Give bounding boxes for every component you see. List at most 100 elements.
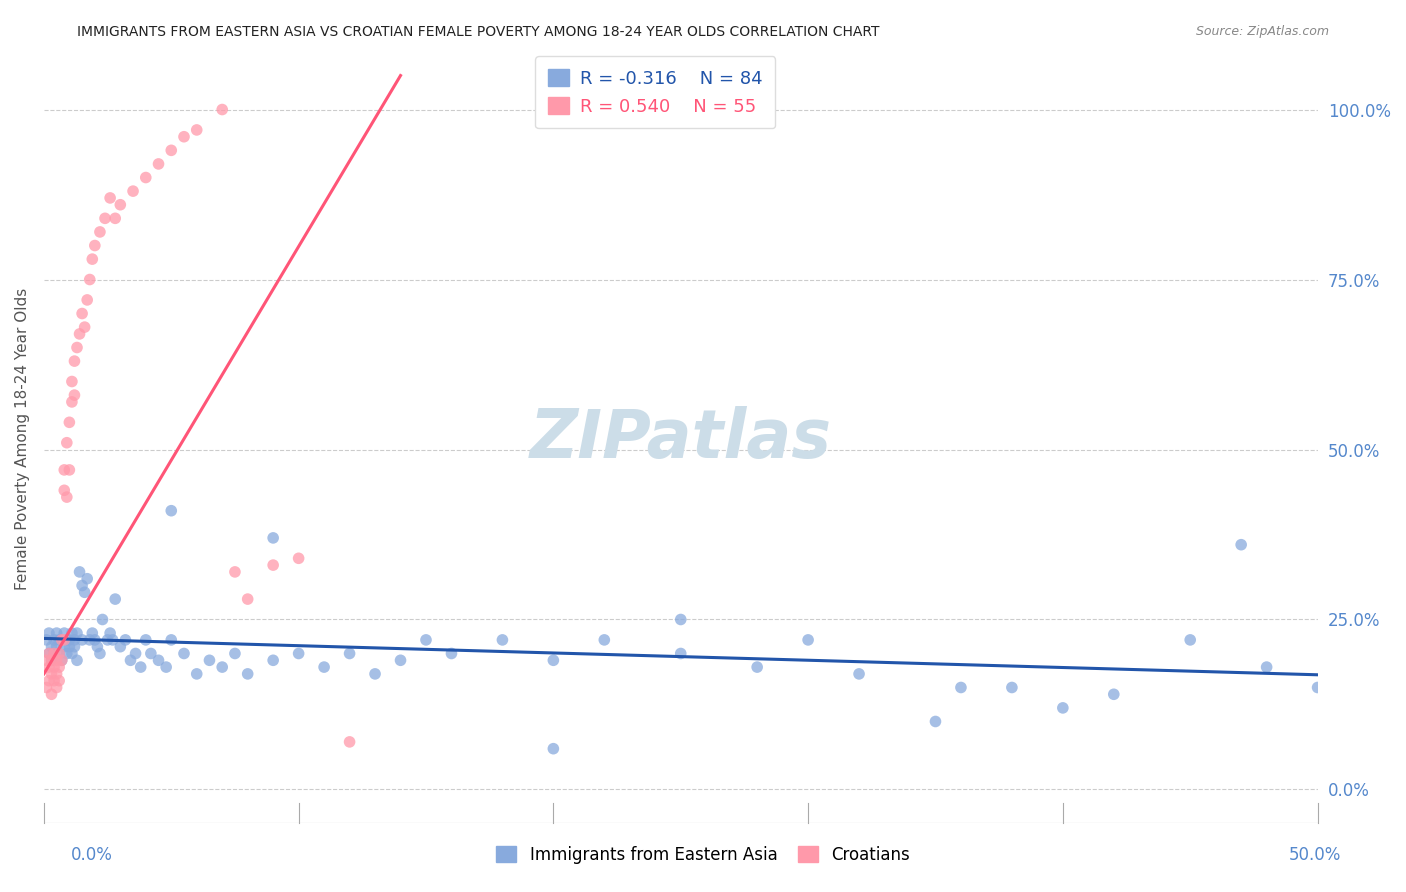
Croatians [58,415,80,429]
Immigrants from Eastern Asia [98,626,121,640]
Immigrants from Eastern Asia [1001,681,1024,695]
Immigrants from Eastern Asia [53,626,76,640]
Croatians [82,252,104,266]
Immigrants from Eastern Asia [83,632,105,647]
Immigrants from Eastern Asia [42,632,65,647]
Croatians [48,660,70,674]
Immigrants from Eastern Asia [60,647,83,661]
Immigrants from Eastern Asia [186,666,208,681]
Croatians [42,673,65,688]
Immigrants from Eastern Asia [56,632,79,647]
Croatians [104,211,127,226]
Immigrants from Eastern Asia [669,613,692,627]
Immigrants from Eastern Asia [73,585,96,599]
Immigrants from Eastern Asia [797,632,820,647]
Croatians [186,123,208,137]
Croatians [110,198,132,212]
Immigrants from Eastern Asia [48,632,70,647]
Croatians [41,653,63,667]
Croatians [58,463,80,477]
Immigrants from Eastern Asia [63,640,86,654]
Croatians [83,238,105,252]
Croatians [41,687,63,701]
Immigrants from Eastern Asia [669,647,692,661]
Croatians [63,388,86,402]
Text: IMMIGRANTS FROM EASTERN ASIA VS CROATIAN FEMALE POVERTY AMONG 18-24 YEAR OLDS CO: IMMIGRANTS FROM EASTERN ASIA VS CROATIAN… [77,25,880,39]
Croatians [53,463,76,477]
Text: 50.0%: 50.0% [1288,846,1341,863]
Y-axis label: Female Poverty Among 18-24 Year Olds: Female Poverty Among 18-24 Year Olds [15,288,30,591]
Immigrants from Eastern Asia [45,640,67,654]
Immigrants from Eastern Asia [198,653,221,667]
Croatians [236,592,259,607]
Immigrants from Eastern Asia [66,626,89,640]
Immigrants from Eastern Asia [82,626,104,640]
Immigrants from Eastern Asia [60,626,83,640]
Croatians [53,632,76,647]
Croatians [63,354,86,368]
Immigrants from Eastern Asia [155,660,177,674]
Immigrants from Eastern Asia [35,632,58,647]
Immigrants from Eastern Asia [66,653,89,667]
Immigrants from Eastern Asia [45,626,67,640]
Immigrants from Eastern Asia [211,660,233,674]
Croatians [89,225,111,239]
Croatians [53,483,76,498]
Immigrants from Eastern Asia [69,565,91,579]
Immigrants from Eastern Asia [56,647,79,661]
Immigrants from Eastern Asia [70,632,93,647]
Croatians [51,632,73,647]
Immigrants from Eastern Asia [104,592,127,607]
Croatians [76,293,98,307]
Immigrants from Eastern Asia [339,647,361,661]
Croatians [35,681,58,695]
Croatians [35,653,58,667]
Immigrants from Eastern Asia [51,653,73,667]
Immigrants from Eastern Asia [160,504,183,518]
Immigrants from Eastern Asia [53,640,76,654]
Immigrants from Eastern Asia [135,632,157,647]
Immigrants from Eastern Asia [38,626,60,640]
Text: 0.0%: 0.0% [70,846,112,863]
Immigrants from Eastern Asia [543,741,565,756]
Immigrants from Eastern Asia [70,578,93,592]
Immigrants from Eastern Asia [848,666,870,681]
Immigrants from Eastern Asia [1256,660,1278,674]
Croatians [70,306,93,320]
Croatians [56,490,79,504]
Immigrants from Eastern Asia [124,647,146,661]
Croatians [287,551,309,566]
Text: Source: ZipAtlas.com: Source: ZipAtlas.com [1195,25,1329,38]
Croatians [42,660,65,674]
Croatians [148,157,170,171]
Immigrants from Eastern Asia [287,647,309,661]
Croatians [42,647,65,661]
Immigrants from Eastern Asia [89,647,111,661]
Immigrants from Eastern Asia [543,653,565,667]
Immigrants from Eastern Asia [415,632,437,647]
Immigrants from Eastern Asia [262,531,284,545]
Croatians [160,144,183,158]
Immigrants from Eastern Asia [173,647,195,661]
Immigrants from Eastern Asia [42,647,65,661]
Immigrants from Eastern Asia [48,647,70,661]
Croatians [122,184,145,198]
Croatians [339,735,361,749]
Immigrants from Eastern Asia [364,666,387,681]
Immigrants from Eastern Asia [314,660,336,674]
Legend: Immigrants from Eastern Asia, Croatians: Immigrants from Eastern Asia, Croatians [489,839,917,871]
Immigrants from Eastern Asia [38,647,60,661]
Immigrants from Eastern Asia [924,714,946,729]
Croatians [98,191,121,205]
Immigrants from Eastern Asia [114,632,136,647]
Immigrants from Eastern Asia [79,632,101,647]
Croatians [48,673,70,688]
Immigrants from Eastern Asia [97,632,120,647]
Immigrants from Eastern Asia [41,653,63,667]
Immigrants from Eastern Asia [262,653,284,667]
Croatians [60,395,83,409]
Croatians [262,558,284,573]
Croatians [38,647,60,661]
Immigrants from Eastern Asia [1180,632,1202,647]
Immigrants from Eastern Asia [1230,538,1253,552]
